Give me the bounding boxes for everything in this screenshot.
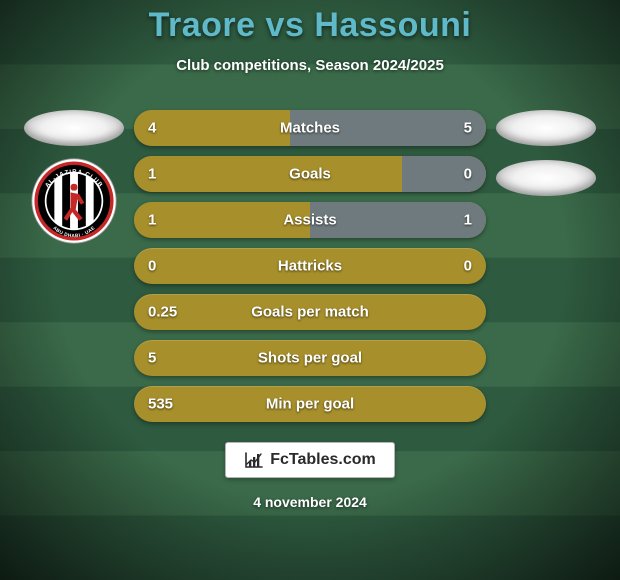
- chart-icon: [244, 451, 264, 469]
- branding-box: FcTables.com: [225, 442, 395, 478]
- stat-label: Goals per match: [251, 304, 369, 321]
- title-player1: Traore: [149, 6, 256, 44]
- branding-text: FcTables.com: [270, 451, 376, 469]
- stat-seg-player1: [134, 110, 290, 146]
- stat-label: Hattricks: [278, 258, 342, 275]
- title-vs: vs: [266, 6, 305, 44]
- stat-label: Goals: [289, 166, 331, 183]
- stat-value-player1: 1: [148, 212, 156, 229]
- stat-value-player1: 1: [148, 166, 156, 183]
- player2-silhouette-icon: [496, 110, 596, 146]
- player2-club-silhouette-icon: [496, 160, 596, 196]
- stat-seg-player1: [134, 156, 402, 192]
- stat-row: Shots per goal 5: [134, 340, 486, 376]
- stat-row: Min per goal 535: [134, 386, 486, 422]
- player1-club-badge: AL-JAZIRA CLUBABU DHABI · UAE: [31, 158, 117, 244]
- stat-row: Matches 4 5: [134, 110, 486, 146]
- stat-row: Assists 1 1: [134, 202, 486, 238]
- player1-column: AL-JAZIRA CLUBABU DHABI · UAE: [14, 110, 134, 244]
- stat-row: Goals per match 0.25: [134, 294, 486, 330]
- stat-value-player1: 5: [148, 350, 156, 367]
- stat-value-player1: 0.25: [148, 304, 177, 321]
- subtitle: Club competitions, Season 2024/2025: [176, 57, 444, 74]
- stat-label: Shots per goal: [258, 350, 362, 367]
- page-title: Traore vs Hassouni: [149, 6, 472, 45]
- content-wrapper: Traore vs Hassouni Club competitions, Se…: [0, 0, 620, 580]
- title-player2: Hassouni: [314, 6, 471, 44]
- stat-value-player2: 1: [464, 212, 472, 229]
- stats-bars: Matches45Goals10Assists11Hattricks00Goal…: [134, 110, 486, 422]
- stat-value-player2: 0: [464, 166, 472, 183]
- stat-seg-player2: [402, 156, 486, 192]
- stat-value-player2: 0: [464, 258, 472, 275]
- date-text: 4 november 2024: [253, 494, 367, 510]
- compare-area: AL-JAZIRA CLUBABU DHABI · UAE Matches 4 5 G…: [0, 110, 620, 422]
- stat-value-player2: 5: [464, 120, 472, 137]
- stat-label: Min per goal: [266, 396, 354, 413]
- stat-row: Goals 1 0: [134, 156, 486, 192]
- stat-value-player1: 0: [148, 258, 156, 275]
- stat-value-player1: 4: [148, 120, 156, 137]
- player2-column: [486, 110, 606, 196]
- stat-label: Matches: [280, 120, 340, 137]
- stat-label: Assists: [283, 212, 336, 229]
- comparison-card: Traore vs Hassouni Club competitions, Se…: [0, 0, 620, 580]
- stat-value-player1: 535: [148, 396, 173, 413]
- stat-row: Hattricks 0 0: [134, 248, 486, 284]
- player1-silhouette-icon: [24, 110, 124, 146]
